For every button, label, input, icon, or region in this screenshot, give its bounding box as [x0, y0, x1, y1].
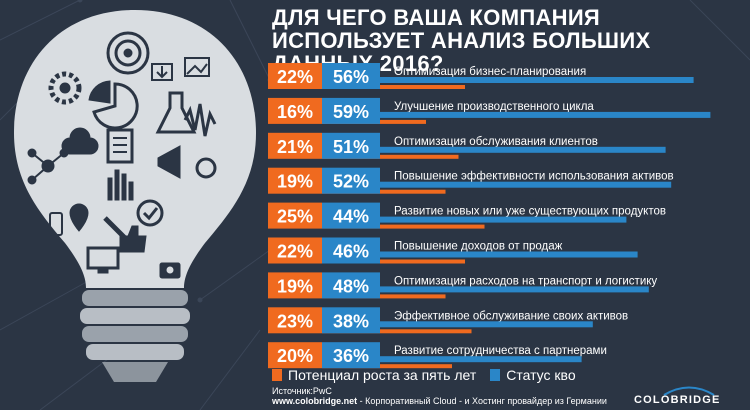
- status-bar: [380, 286, 649, 293]
- lightbulb-illustration: [14, 10, 256, 382]
- category-label: Развитие сотрудничества с партнерами: [394, 345, 607, 357]
- cloud-icon: [61, 127, 99, 155]
- growth-bar: [322, 294, 446, 299]
- flask-icon: [155, 91, 197, 134]
- bar-chart-icon: [107, 169, 134, 201]
- monitor-icon: [86, 246, 120, 270]
- status-badge: [322, 272, 380, 299]
- bulb-base: [80, 290, 190, 382]
- status-bar: [380, 216, 627, 223]
- status-value-label: 48%: [333, 276, 369, 296]
- logo-text: COLOBRIDGE: [634, 394, 721, 406]
- megaphone-icon: [157, 145, 181, 179]
- phone-icon: [49, 212, 63, 236]
- pie-chart-icon: [92, 82, 139, 130]
- status-badge: [322, 97, 380, 124]
- status-badge: [322, 202, 380, 229]
- status-badge: [322, 63, 380, 89]
- growth-value-label: 23%: [277, 311, 313, 331]
- growth-value-label: 21%: [277, 137, 313, 157]
- status-value-label: 59%: [333, 102, 369, 122]
- category-label: Эффективное обслуживание своих активов: [394, 310, 628, 322]
- status-bar: [380, 251, 638, 258]
- growth-bar: [322, 259, 465, 264]
- status-bar: [380, 111, 711, 118]
- growth-badge: [268, 202, 322, 229]
- category-label: Улучшение производственного цикла: [394, 101, 594, 113]
- status-badge: [322, 237, 380, 264]
- growth-badge: [268, 97, 322, 124]
- status-value-label: 36%: [333, 346, 369, 366]
- growth-bar: [322, 329, 472, 334]
- growth-badge: [268, 132, 322, 159]
- status-badge: [322, 167, 380, 194]
- status-value-label: 38%: [333, 311, 369, 331]
- status-badge: [322, 342, 380, 369]
- category-label: Развитие новых или уже существующих прод…: [394, 206, 666, 218]
- image-icon: [184, 57, 210, 77]
- check-icon: [136, 199, 164, 227]
- status-value-label: 52%: [333, 172, 369, 192]
- growth-value-label: 25%: [277, 207, 313, 227]
- category-label: Повышение доходов от продаж: [394, 241, 563, 253]
- category-label: Оптимизация расходов на транспорт и логи…: [394, 275, 657, 287]
- status-bar: [380, 321, 593, 328]
- growth-badge: [268, 237, 322, 264]
- footer-description: - Корпоративный Cloud - и Хостинг провай…: [357, 396, 607, 406]
- target-icon: [106, 31, 150, 75]
- colobridge-logo: COLOBRIDGE: [634, 384, 744, 408]
- legend-swatch-blue: [490, 369, 501, 381]
- growth-badge: [268, 167, 322, 194]
- status-bar: [380, 181, 672, 188]
- status-value-label: 56%: [333, 67, 369, 87]
- document-icon: [106, 128, 134, 164]
- source-note: Источник:PwC www.colobridge.net - Корпор…: [272, 386, 607, 406]
- growth-bar: [322, 189, 446, 194]
- legend: Потенциал роста за пять лет Статус кво: [272, 367, 590, 383]
- gear-icon: [48, 71, 82, 105]
- status-bar: [380, 146, 666, 153]
- status-bar: [380, 356, 582, 363]
- growth-value-label: 19%: [277, 172, 313, 192]
- location-pin-icon: [69, 203, 89, 232]
- category-label: Оптимизация бизнес-планирования: [394, 66, 586, 78]
- footer-line: www.colobridge.net - Корпоративный Cloud…: [272, 396, 607, 406]
- legend-item-growth: Потенциал роста за пять лет: [272, 367, 476, 383]
- website-link[interactable]: www.colobridge.net: [272, 396, 358, 406]
- download-icon: [151, 63, 173, 81]
- thumbs-up-icon: [119, 225, 147, 253]
- category-label: Оптимизация обслуживания клиентов: [394, 136, 598, 148]
- legend-swatch-orange: [272, 369, 282, 381]
- growth-value-label: 22%: [277, 67, 313, 87]
- category-label: Повышение эффективности использования ак…: [394, 171, 674, 183]
- status-value-label: 46%: [333, 242, 369, 262]
- status-badge: [322, 307, 380, 334]
- lightbulb-small-icon: [195, 157, 217, 179]
- growth-value-label: 16%: [277, 102, 313, 122]
- growth-bar: [322, 154, 459, 159]
- growth-value-label: 22%: [277, 242, 313, 262]
- legend-label-status: Статус кво: [506, 367, 576, 383]
- growth-bar: [322, 224, 485, 229]
- growth-bar: [322, 85, 465, 89]
- growth-badge: [268, 63, 322, 89]
- status-badge: [322, 132, 380, 159]
- legend-item-status: Статус кво: [490, 367, 576, 383]
- logo-arc: [663, 386, 715, 396]
- growth-badge: [268, 307, 322, 334]
- growth-value-label: 20%: [277, 346, 313, 366]
- growth-badge: [268, 342, 322, 369]
- growth-bar: [322, 364, 452, 369]
- status-bar: [380, 77, 694, 83]
- legend-label-growth: Потенциал роста за пять лет: [288, 367, 477, 383]
- sound-wave-icon: [183, 103, 217, 137]
- source-line: Источник:PwC: [272, 386, 332, 396]
- growth-badge: [268, 272, 322, 299]
- status-value-label: 51%: [333, 137, 369, 157]
- status-value-label: 44%: [333, 207, 369, 227]
- growth-value-label: 19%: [277, 276, 313, 296]
